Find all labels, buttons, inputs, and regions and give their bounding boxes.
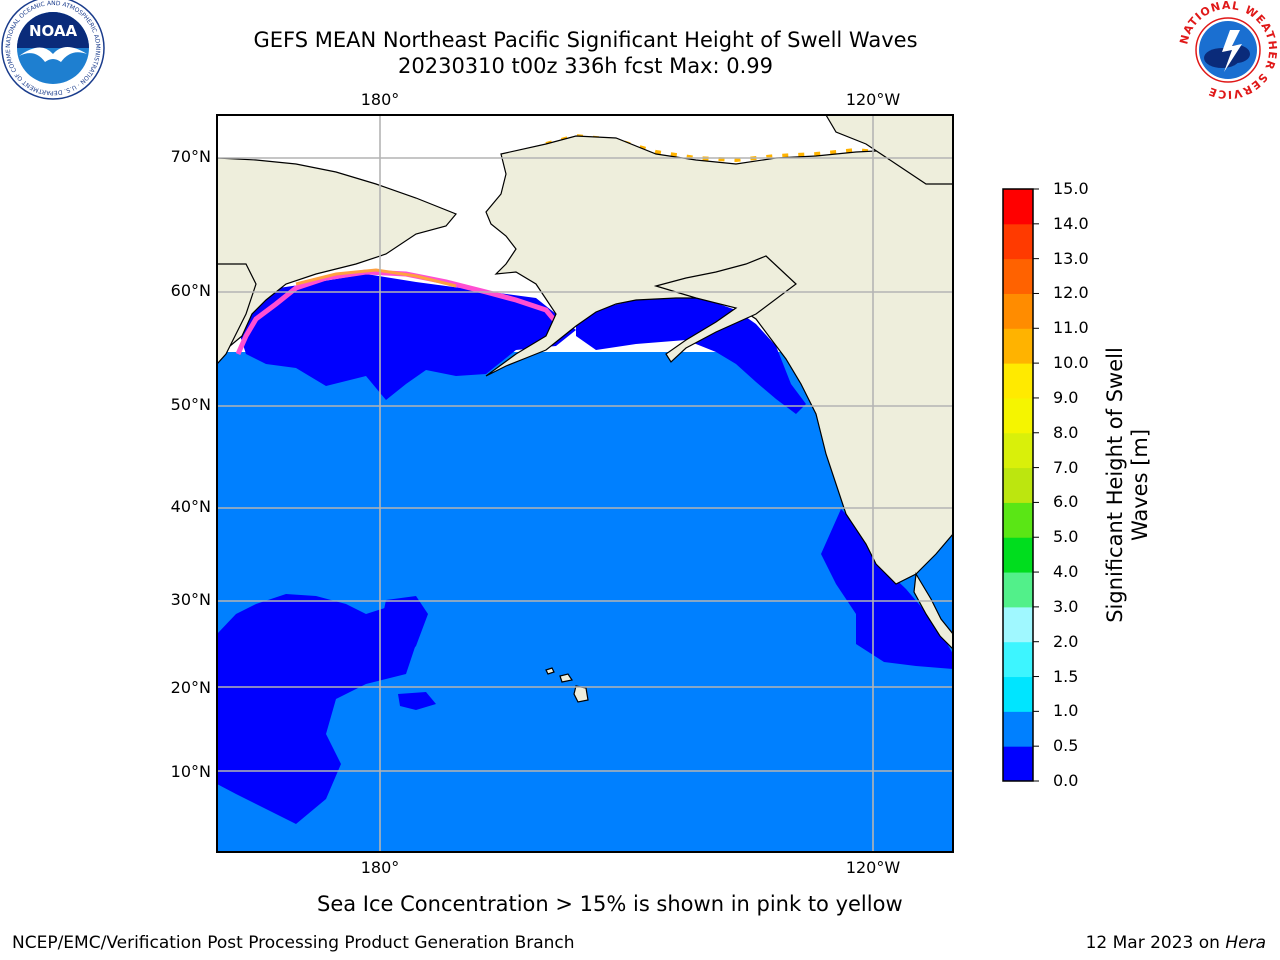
swell-low-baja	[821, 509, 953, 669]
lon-label-top-180: 180°	[360, 90, 400, 109]
colorbar-bin-11	[1003, 363, 1033, 399]
land-alaska-peninsula	[653, 255, 797, 363]
colorbar-bin-10	[1003, 397, 1033, 434]
lon-label-bottom-180: 180°	[360, 858, 400, 877]
lat-label-50n: 50°N	[170, 395, 211, 414]
lat-label-20n: 20°N	[170, 678, 211, 697]
sea-ice-rim-inner	[295, 268, 457, 288]
colorbar-bin-16	[1003, 189, 1033, 225]
colorbar-bin-12	[1003, 328, 1033, 364]
swell-low-west	[217, 594, 421, 824]
lat-label-30n: 30°N	[170, 590, 211, 609]
graticule	[217, 115, 953, 852]
lat-label-40n: 40°N	[170, 497, 211, 516]
lat-label-60n: 60°N	[170, 281, 211, 300]
colorbar-tick-label: 1.0	[1053, 701, 1079, 721]
run-host: Hera	[1225, 933, 1266, 953]
colorbar-bin-0	[1003, 746, 1033, 782]
colorbar-title-line2: Waves [m]	[1128, 428, 1152, 542]
colorbar-tick-label: 0.5	[1053, 736, 1079, 756]
swell-low-gulf	[576, 296, 806, 414]
colorbar-tick-label: 12.0	[1053, 283, 1089, 303]
colorbar-tick-label: 8.0	[1053, 422, 1079, 442]
colorbar-tick-label: 0.0	[1053, 771, 1079, 790]
swell-low-patch	[381, 596, 428, 662]
colorbar-bin-9	[1003, 432, 1033, 469]
colorbar-bin-14	[1003, 258, 1033, 294]
colorbar-bin-2	[1003, 676, 1033, 712]
colorbar-tick-label: 10.0	[1053, 353, 1089, 373]
colorbar-tick-label: 13.0	[1053, 248, 1089, 268]
colorbar-bin-5	[1003, 572, 1033, 608]
colorbar-title-line1: Significant Height of Swell	[1103, 347, 1127, 623]
colorbar-tick-label: 14.0	[1053, 213, 1089, 233]
colorbar-tick-label: 6.0	[1053, 492, 1079, 512]
map-subtitle: 20230310 t00z 336h fcst Max: 0.99	[398, 54, 773, 78]
map-title: GEFS MEAN Northeast Pacific Significant …	[253, 28, 918, 52]
map-frame	[216, 114, 954, 853]
colorbar-bin-4	[1003, 606, 1033, 643]
colorbar-bin-8	[1003, 467, 1033, 503]
colorbar	[1002, 188, 1039, 782]
colorbar-tick-label: 15.0	[1053, 179, 1089, 198]
land-kamchatka	[216, 263, 257, 366]
land-siberia	[216, 157, 457, 356]
colorbar-bin-3	[1003, 641, 1033, 678]
colorbar-title: Significant Height of Swell Waves [m]	[1103, 347, 1153, 623]
colorbar-tick-label: 5.0	[1053, 527, 1079, 547]
lat-label-70n: 70°N	[170, 147, 211, 166]
colorbar-tick-label: 3.0	[1053, 596, 1079, 616]
sea-ice-arctic	[545, 133, 928, 176]
land-alaska	[485, 135, 954, 585]
colorbar-bin-1	[1003, 711, 1033, 747]
colorbar-tick-label: 4.0	[1053, 562, 1079, 582]
lon-label-top-120w: 120°W	[845, 90, 901, 109]
colorbar-bin-13	[1003, 293, 1033, 329]
credit-text: NCEP/EMC/Verification Post Processing Pr…	[12, 933, 575, 953]
lon-label-bottom-120w: 120°W	[845, 858, 901, 877]
colorbar-frame	[1002, 188, 1034, 782]
colorbar-tick-label: 9.0	[1053, 387, 1079, 407]
swell-low-aleutian	[238, 274, 576, 400]
colorbar-tick-label: 11.0	[1053, 318, 1089, 338]
colorbar-bin-15	[1003, 223, 1033, 260]
svg-text:NOAA: NOAA	[29, 22, 78, 40]
run-date: 12 Mar 2023 on Hera	[1086, 933, 1266, 953]
colorbar-bin-7	[1003, 502, 1033, 538]
swell-low-patch-2	[398, 692, 436, 710]
colorbar-bin-6	[1003, 537, 1033, 573]
nws-logo: NATIONAL WEATHER SERVICE	[1178, 0, 1278, 100]
sea-ice-note: Sea Ice Concentration > 15% is shown in …	[317, 892, 903, 916]
colorbar-tick-label: 1.5	[1053, 666, 1079, 686]
lat-label-10n: 10°N	[170, 762, 211, 781]
noaa-logo: NATIONAL OCEANIC AND ATMOSPHERIC ADMINIS…	[1, 0, 105, 100]
colorbar-tick-label: 7.0	[1053, 457, 1079, 477]
map-panel	[216, 114, 954, 853]
colorbar-tick-label: 2.0	[1053, 631, 1079, 651]
run-date-text: 12 Mar 2023 on	[1085, 933, 1226, 953]
